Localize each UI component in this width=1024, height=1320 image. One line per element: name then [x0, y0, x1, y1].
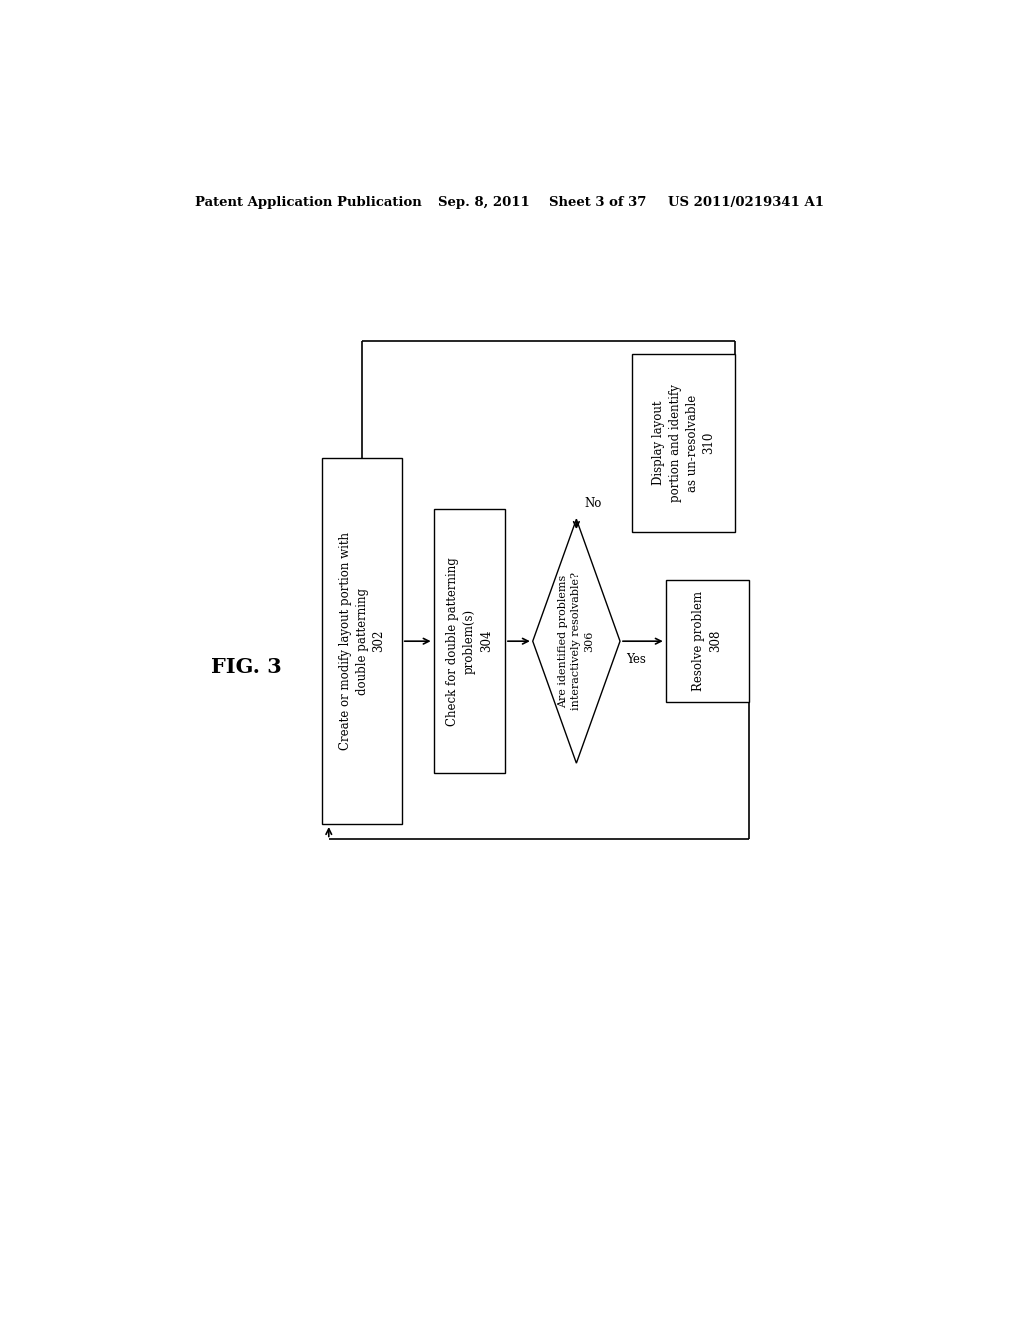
Text: No: No [585, 498, 602, 511]
Text: Yes: Yes [627, 653, 646, 667]
Text: Sep. 8, 2011: Sep. 8, 2011 [437, 195, 529, 209]
Text: Display layout
portion and identify
as un-resolvable
310: Display layout portion and identify as u… [651, 384, 716, 502]
Bar [323, 458, 401, 824]
Bar [632, 354, 735, 532]
Text: Sheet 3 of 37: Sheet 3 of 37 [549, 195, 646, 209]
Text: Create or modify layout portion with
double patterning
302: Create or modify layout portion with dou… [339, 532, 386, 750]
Text: US 2011/0219341 A1: US 2011/0219341 A1 [668, 195, 823, 209]
Text: Resolve problem
308: Resolve problem 308 [692, 591, 722, 692]
Bar [666, 581, 749, 702]
Text: FIG. 3: FIG. 3 [211, 656, 282, 677]
Text: Check for double patterning
problem(s)
304: Check for double patterning problem(s) 3… [445, 557, 493, 726]
Text: Patent Application Publication: Patent Application Publication [196, 195, 422, 209]
Polygon shape [532, 519, 620, 763]
Bar [433, 510, 505, 774]
Text: Are identified problems
interactively resolvable?
306: Are identified problems interactively re… [558, 572, 595, 710]
